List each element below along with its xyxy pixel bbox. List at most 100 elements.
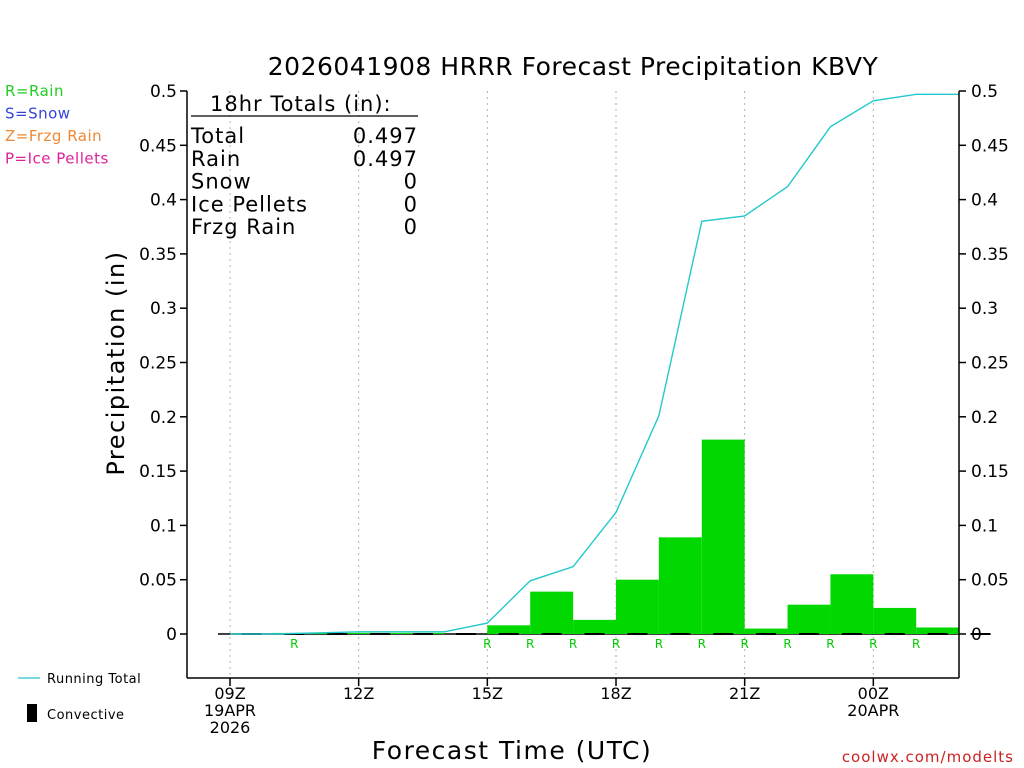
convective-bar: [370, 633, 391, 635]
convective-bar: [927, 633, 948, 635]
y-tick-label-left: 0: [166, 625, 177, 645]
precip-bar: [701, 439, 745, 634]
precip-type-marker: R: [569, 637, 577, 651]
y-tick-label-right: 0.45: [971, 136, 1009, 156]
running-total-line: [230, 93, 960, 635]
precip-type-marker: R: [912, 637, 920, 651]
totals-row-value: 0: [404, 192, 418, 216]
totals-row-value: 0.497: [353, 124, 418, 148]
precip-type-marker: R: [290, 637, 298, 651]
credit-text: coolwx.com/modelts: [842, 748, 1014, 766]
y-tick-label-right: 0.35: [971, 245, 1009, 265]
totals-row-label: Frzg Rain: [191, 215, 296, 239]
ptype-legend-item: S=Snow: [5, 105, 71, 123]
y-tick-label-left: 0.1: [150, 516, 177, 536]
precip-type-marker: R: [612, 637, 620, 651]
x-axis-label: Forecast Time (UTC): [372, 736, 652, 765]
convective-bar: [327, 633, 348, 635]
convective-bar: [455, 633, 476, 635]
ptype-legend-item: Z=Frzg Rain: [5, 127, 102, 145]
precip-bar: [658, 537, 702, 634]
running-total-layer: [230, 93, 960, 635]
totals-row-label: Rain: [191, 147, 241, 171]
convective-bar: [713, 633, 734, 635]
y-tick-label-left: 0.3: [150, 299, 177, 319]
y-tick-label-right: 0.5: [971, 82, 998, 102]
y-tick-label-right: 0.3: [971, 299, 998, 319]
series-legend: Running Total Convective: [18, 672, 141, 723]
precip-type-marker: R: [741, 637, 749, 651]
y-tick-label-right: 0: [971, 625, 982, 645]
y-axis-label: Precipitation (in): [102, 250, 130, 475]
y-tick-label-left: 0.5: [150, 82, 177, 102]
precip-bar: [616, 579, 659, 634]
convective-bar: [970, 633, 991, 635]
precip-type-marker: R: [483, 637, 491, 651]
precip-type-marker: R: [526, 637, 534, 651]
precip-bar: [487, 625, 531, 634]
totals-heading: 18hr Totals (in):: [210, 92, 392, 116]
convective-bar: [799, 633, 819, 635]
precip-bar: [873, 607, 917, 634]
convective-bar: [627, 633, 648, 635]
x-tick-label: 00Z: [858, 684, 889, 703]
totals-row-value: 0: [404, 215, 418, 239]
hourly-bars: [241, 439, 991, 635]
axes-layer: 0.5 0.5 0.45 0.45 0.4 0.4 0.35 0.35 0.3 0.3 0.25 0.…: [139, 82, 1009, 737]
precip-type-marker: R: [869, 637, 877, 651]
totals-row-label: Ice Pellets: [191, 192, 308, 216]
y-tick-label-left: 0.4: [150, 191, 177, 211]
convective-bar: [841, 633, 862, 635]
precip-type-marker: R: [783, 637, 791, 651]
totals-box: 18hr Totals (in): Total 0.497 Rain 0.497 Snow…: [190, 92, 418, 239]
convective-bar: [756, 633, 777, 635]
y-tick-label-left: 0.45: [139, 136, 177, 156]
precip-type-marker: R: [826, 637, 834, 651]
x-tick-label: 2026: [210, 718, 251, 737]
totals-row-value: 0: [404, 170, 418, 194]
x-tick-label: 12Z: [343, 684, 374, 703]
precip-bar: [530, 591, 574, 634]
convective-bar: [670, 633, 691, 635]
totals-row-label: Snow: [191, 170, 252, 194]
precip-bar: [830, 574, 874, 634]
y-tick-label-left: 0.15: [139, 462, 177, 482]
y-tick-label-right: 0.4: [971, 191, 998, 211]
y-tick-label-right: 0.05: [971, 571, 1009, 591]
x-tick-label: 21Z: [729, 684, 760, 703]
ptype-legend-item: R=Rain: [5, 82, 64, 100]
x-tick-label: 09Z: [214, 684, 245, 703]
precip-type-legend: R=Rain S=Snow Z=Frzg Rain P=Ice Pellets: [5, 82, 109, 168]
convective-bar: [498, 633, 519, 635]
convective-bar: [884, 633, 905, 635]
y-tick-label-left: 0.35: [139, 245, 177, 265]
y-tick-label-right: 0.25: [971, 354, 1009, 374]
x-tick-label: 19APR: [204, 701, 256, 720]
x-tick-label: 18Z: [600, 684, 631, 703]
convective-legend-label: Convective: [47, 708, 125, 723]
running-total-legend-label: Running Total: [47, 672, 141, 687]
y-tick-label-right: 0.15: [971, 462, 1009, 482]
totals-row-value: 0.497: [353, 147, 418, 171]
precip-type-marker: R: [698, 637, 706, 651]
chart-title: 2026041908 HRRR Forecast Precipitation K…: [268, 52, 879, 81]
y-tick-label-left: 0.2: [150, 408, 177, 428]
precip-bar: [744, 628, 788, 634]
precip-type-marker: R: [655, 637, 663, 651]
y-tick-label-left: 0.05: [139, 571, 177, 591]
precip-bar: [916, 627, 960, 634]
ptype-legend-item: P=Ice Pellets: [5, 150, 109, 168]
convective-legend-swatch: [27, 704, 37, 722]
x-tick-label: 15Z: [472, 684, 503, 703]
y-tick-label-right: 0.2: [971, 408, 998, 428]
precip-bar: [787, 604, 831, 634]
convective-bar: [413, 633, 433, 635]
y-tick-label-right: 0.1: [971, 516, 998, 536]
totals-row-label: Total: [190, 124, 245, 148]
x-tick-label: 20APR: [847, 701, 899, 720]
convective-bar: [584, 633, 605, 635]
y-tick-label-left: 0.25: [139, 354, 177, 374]
convective-bar: [541, 633, 562, 635]
